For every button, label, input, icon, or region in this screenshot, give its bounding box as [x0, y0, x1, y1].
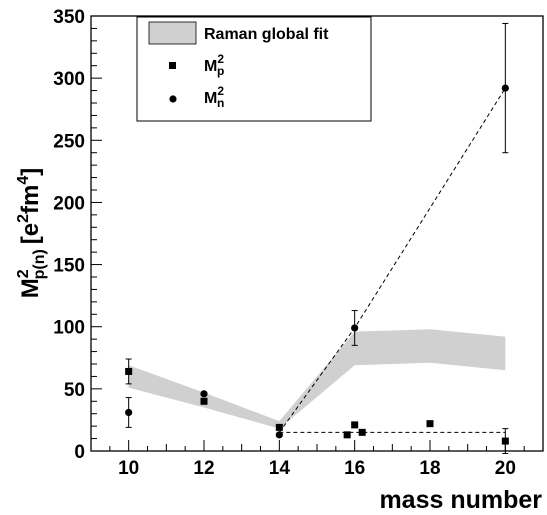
y-tick-label: 300 — [53, 69, 85, 90]
data-point-mn — [275, 431, 283, 439]
x-tick-label: 10 — [118, 458, 139, 479]
data-point-mn — [351, 324, 359, 332]
y-tick-label: 100 — [53, 318, 85, 339]
legend: Raman global fit M2 p M2 n — [136, 16, 372, 122]
y-tick-label: 250 — [53, 131, 85, 152]
data-point-mp — [358, 428, 366, 436]
y-axis-ticks: 0 50 100 150 200 250 300 350 — [53, 7, 102, 463]
y-tick-label: 50 — [64, 380, 85, 401]
data-point-mn — [125, 408, 133, 417]
raman-band-layer — [128, 329, 506, 429]
legend-label-mp: M2 p — [204, 52, 224, 78]
data-point-mp — [426, 420, 434, 428]
x-tick-label: 16 — [344, 458, 365, 479]
y-tick-label: 150 — [53, 256, 85, 277]
x-tick-label: 18 — [419, 458, 440, 479]
raman-band — [128, 329, 506, 429]
x-tick-label: 12 — [193, 458, 214, 479]
data-point-mn — [501, 84, 509, 92]
legend-circle-marker — [169, 95, 177, 103]
data-point-mp — [275, 423, 283, 431]
legend-band-swatch — [148, 21, 197, 45]
y-axis-title: M2p(n)[e2fm4] — [15, 168, 48, 299]
data-point-mp — [343, 431, 351, 439]
data-point-mp — [351, 421, 359, 429]
data-point-mn — [200, 390, 208, 398]
data-point-mp — [125, 367, 133, 375]
x-tick-label: 14 — [269, 458, 291, 479]
legend-label-mn: M2 n — [204, 84, 224, 110]
x-tick-label: 20 — [495, 458, 516, 479]
legend-label-raman: Raman global fit — [204, 26, 329, 43]
data-point-mp — [200, 397, 208, 405]
x-axis-title: mass number — [379, 486, 542, 514]
legend-square-marker — [169, 62, 176, 69]
x-axis-ticks: 10 12 14 16 18 20 — [109, 440, 525, 479]
y-tick-label: 350 — [53, 7, 85, 28]
y-tick-label: 200 — [53, 193, 85, 214]
y-tick-label: 0 — [74, 442, 85, 463]
